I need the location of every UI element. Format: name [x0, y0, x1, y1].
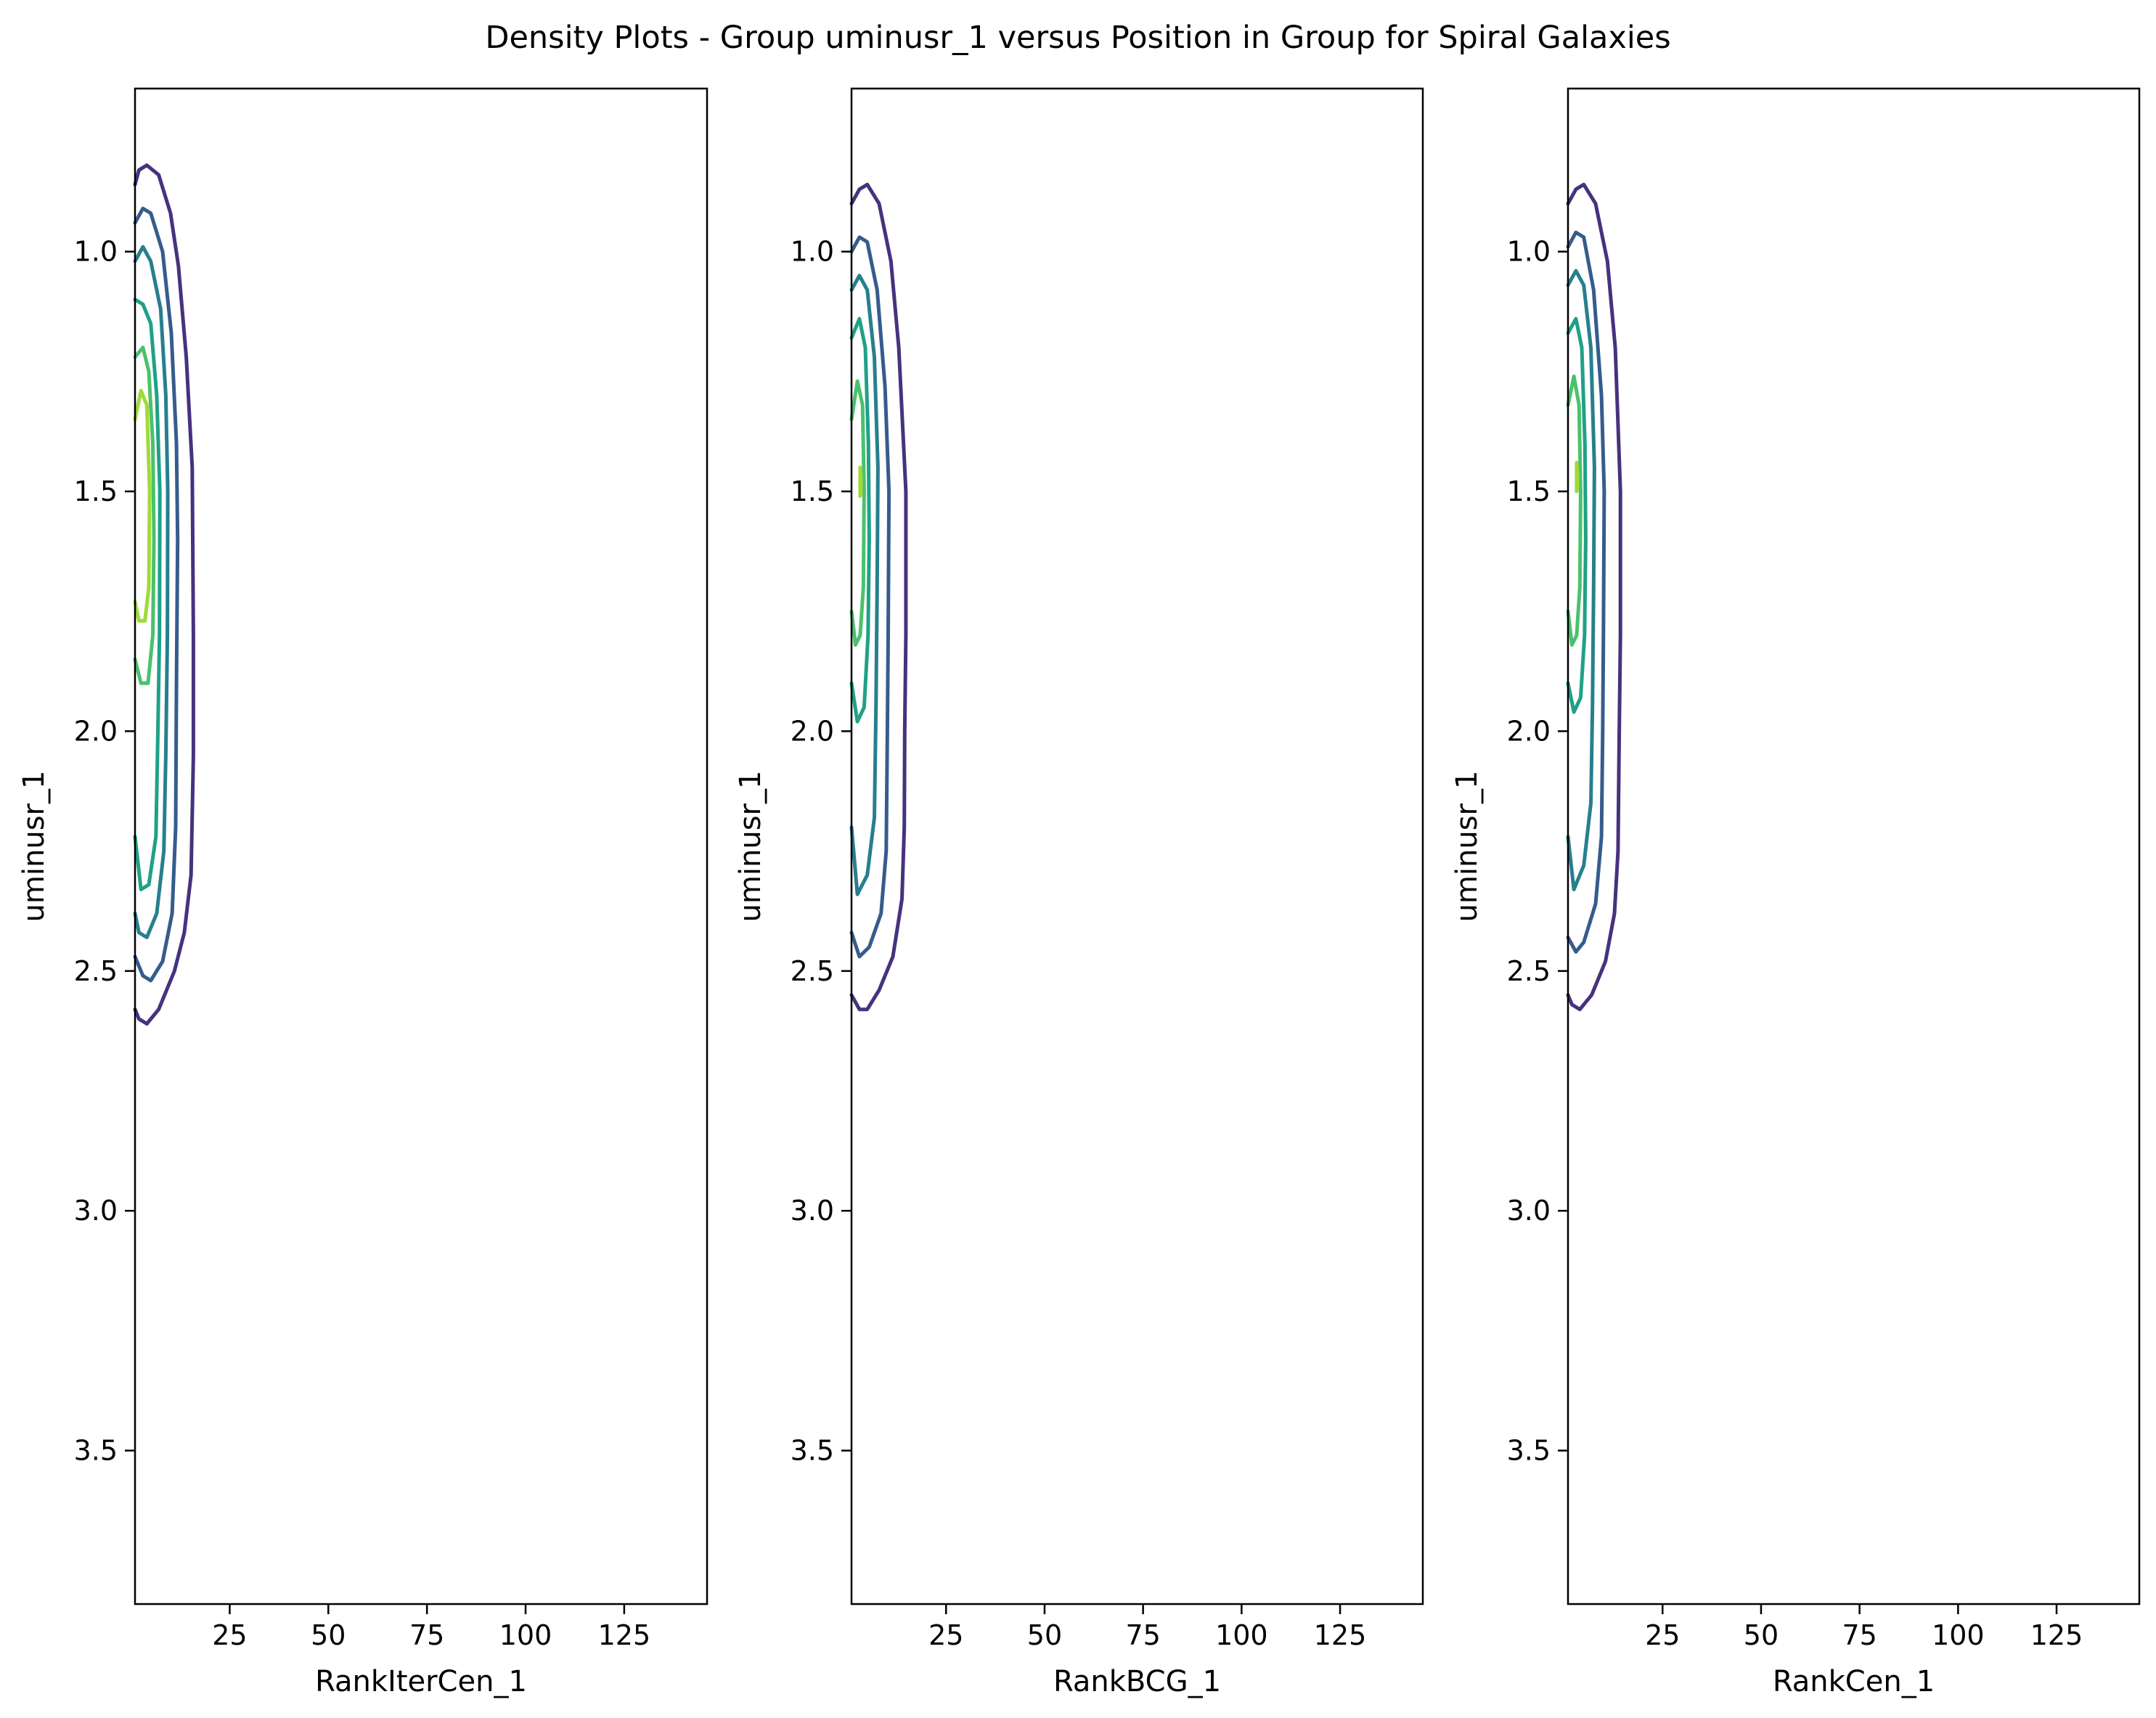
contour-level-6	[133, 388, 152, 623]
y-tick-label: 3.5	[74, 1435, 118, 1467]
x-axis-label: RankIterCen_1	[315, 1665, 527, 1698]
y-axis-ticks: 1.0 1.5 2.0 2.5 3.0 3.5	[1507, 236, 1568, 1467]
contour-level-1	[1566, 182, 1622, 1012]
y-tick-label: 2.0	[74, 715, 118, 747]
contour-level-3	[133, 245, 170, 939]
x-tick-label: 125	[2030, 1619, 2083, 1651]
contour-level-1	[133, 163, 195, 1026]
panel-rankitercen: 1.0 1.5 2.0 2.5 3.0 3.5 25 50 75 100 125 RankIter…	[17, 87, 709, 1698]
y-tick-label: 3.0	[74, 1195, 118, 1227]
y-tick-label: 2.0	[1507, 715, 1551, 747]
contour-level-5	[849, 379, 866, 647]
figure-title: Density Plots - Group uminusr_1 versus P…	[485, 20, 1670, 56]
y-axis-ticks: 1.0 1.5 2.0 2.5 3.0 3.5	[74, 236, 135, 1467]
axes-frame	[1567, 87, 2141, 1605]
x-axis-ticks: 25 50 75 100 125	[1645, 1604, 2083, 1651]
contour-level-2	[133, 206, 180, 983]
x-tick-label: 50	[1744, 1619, 1779, 1651]
y-tick-label: 1.0	[791, 236, 834, 268]
contour-level-4	[133, 298, 162, 891]
x-tick-label: 25	[212, 1619, 247, 1651]
y-tick-label: 1.0	[1507, 236, 1551, 268]
y-tick-label: 1.5	[1507, 475, 1551, 507]
x-tick-label: 100	[1932, 1619, 1985, 1651]
panel-rankbcg: 1.0 1.5 2.0 2.5 3.0 3.5 25 50 75 100 125 RankBCG_…	[734, 87, 1424, 1698]
y-tick-label: 1.5	[791, 475, 834, 507]
y-tick-label: 3.0	[791, 1195, 834, 1227]
x-tick-label: 50	[311, 1619, 346, 1651]
x-axis-ticks: 25 50 75 100 125	[212, 1604, 650, 1651]
contour-level-4	[1566, 316, 1588, 714]
axes-frame	[850, 87, 1424, 1605]
y-tick-label: 2.5	[74, 955, 118, 987]
contour-level-5	[133, 345, 156, 685]
x-tick-label: 125	[598, 1619, 651, 1651]
axes-frame	[134, 87, 709, 1605]
x-axis-label: RankBCG_1	[1053, 1665, 1221, 1698]
contour-level-4	[849, 316, 871, 724]
x-tick-label: 50	[1027, 1619, 1062, 1651]
contour-lines	[133, 163, 195, 1026]
y-tick-label: 3.5	[791, 1435, 834, 1467]
contour-level-3	[849, 274, 880, 896]
x-tick-label: 75	[409, 1619, 444, 1651]
y-tick-label: 2.5	[1507, 955, 1551, 987]
x-tick-label: 75	[1125, 1619, 1160, 1651]
x-tick-label: 125	[1314, 1619, 1367, 1651]
contour-lines	[1566, 182, 1622, 1012]
panel-rankcen: 1.0 1.5 2.0 2.5 3.0 3.5 25 50 75 100 125 RankCen_…	[1450, 87, 2141, 1698]
x-tick-label: 75	[1842, 1619, 1877, 1651]
x-tick-label: 100	[499, 1619, 552, 1651]
contour-level-3	[1566, 269, 1596, 891]
contour-level-2	[849, 235, 891, 959]
y-tick-label: 1.0	[74, 236, 118, 268]
x-tick-label: 25	[1645, 1619, 1680, 1651]
contour-level-6	[858, 465, 863, 499]
contour-level-2	[1566, 230, 1606, 954]
y-axis-label: uminusr_1	[17, 771, 51, 923]
x-axis-ticks: 25 50 75 100 125	[928, 1604, 1366, 1651]
contour-level-1	[849, 182, 908, 1012]
y-tick-label: 2.0	[791, 715, 834, 747]
y-tick-label: 3.0	[1507, 1195, 1551, 1227]
y-axis-label: uminusr_1	[1450, 771, 1484, 923]
x-axis-label: RankCen_1	[1773, 1665, 1935, 1698]
y-axis-label: uminusr_1	[734, 771, 767, 923]
y-tick-label: 2.5	[791, 955, 834, 987]
contour-lines	[849, 182, 908, 1012]
contour-level-5	[1566, 375, 1583, 647]
y-tick-label: 1.5	[74, 475, 118, 507]
y-axis-ticks: 1.0 1.5 2.0 2.5 3.0 3.5	[791, 236, 852, 1467]
y-tick-label: 3.5	[1507, 1435, 1551, 1467]
x-tick-label: 25	[928, 1619, 963, 1651]
x-tick-label: 100	[1215, 1619, 1268, 1651]
